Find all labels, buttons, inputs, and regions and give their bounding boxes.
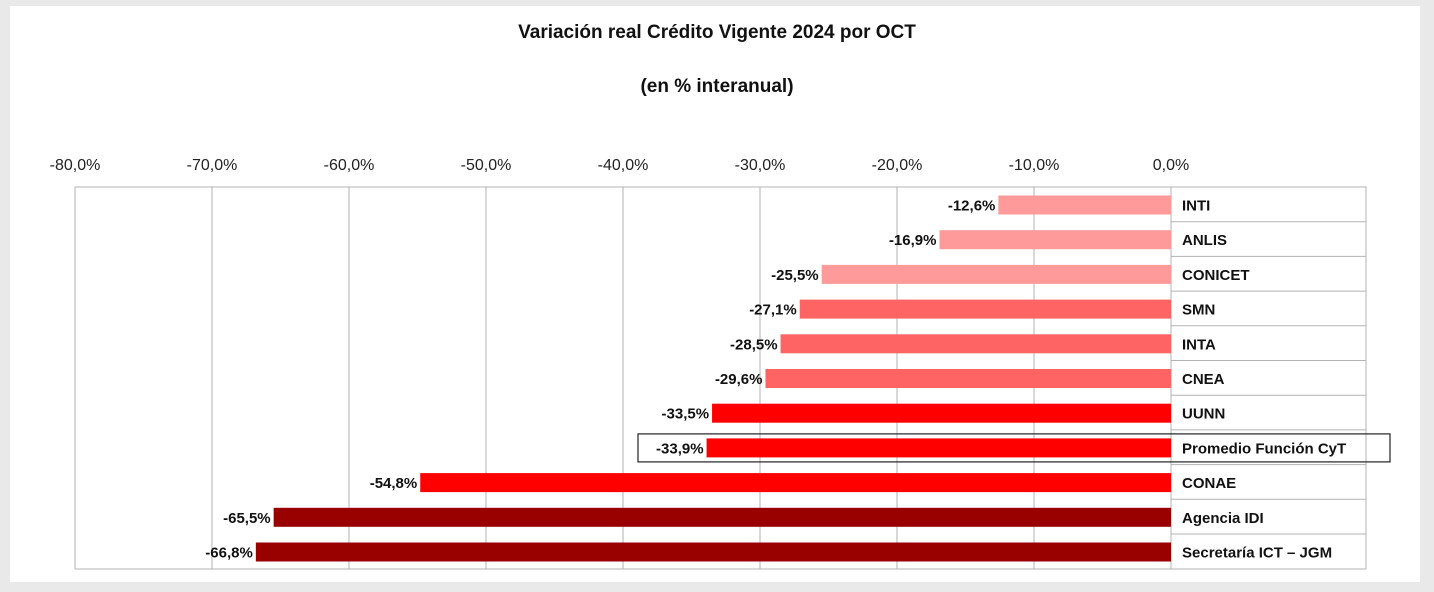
bar <box>998 195 1171 215</box>
bar <box>273 507 1171 527</box>
bars: -12,6% INTI -16,9% ANLIS -25,5% CONICET -27,1%… <box>205 195 1391 562</box>
category-label: Secretaría ICT – JGM <box>1182 545 1332 562</box>
data-label: -27,1% <box>749 302 797 319</box>
bar <box>821 264 1171 284</box>
bar <box>939 230 1171 250</box>
bar <box>765 369 1171 388</box>
x-tick-label: 0,0% <box>1153 157 1189 174</box>
x-tick-label: -70,0% <box>187 157 238 174</box>
data-label: -33,9% <box>656 440 704 457</box>
data-label: -66,8% <box>205 545 253 562</box>
category-label: UUNN <box>1182 406 1225 423</box>
data-label: -65,5% <box>223 510 271 527</box>
gridlines <box>74 186 1367 570</box>
bar <box>255 542 1172 562</box>
bar <box>799 299 1171 319</box>
chart-subtitle: (en % interanual) <box>640 76 794 97</box>
category-label: CONAE <box>1182 475 1236 492</box>
bar <box>420 473 1171 493</box>
x-tick-label: -60,0% <box>324 157 375 174</box>
data-label: -29,6% <box>715 371 763 388</box>
category-label: Agencia IDI <box>1182 510 1264 527</box>
x-tick-label: -80,0% <box>50 157 101 174</box>
data-label: -54,8% <box>370 475 418 492</box>
category-label: SMN <box>1182 302 1215 319</box>
category-label: CNEA <box>1182 371 1225 388</box>
chart-title: Variación real Crédito Vigente 2024 por … <box>518 22 916 43</box>
bar <box>706 438 1171 458</box>
x-tick-label: -20,0% <box>872 157 923 174</box>
bar <box>712 403 1171 423</box>
data-label: -33,5% <box>662 406 710 423</box>
category-label: CONICET <box>1182 267 1250 284</box>
x-tick-label: -10,0% <box>1009 157 1060 174</box>
data-label: -12,6% <box>948 198 996 215</box>
x-tick-label: -40,0% <box>598 157 649 174</box>
category-label: INTI <box>1182 198 1210 215</box>
x-axis-ticks: -80,0% -70,0% -60,0% -50,0% -40,0% -30,0% -20,… <box>50 157 1190 174</box>
x-tick-label: -50,0% <box>461 157 512 174</box>
data-label: -16,9% <box>889 232 937 249</box>
data-label: -28,5% <box>730 336 778 353</box>
bar <box>780 334 1171 354</box>
category-label: ANLIS <box>1182 232 1227 249</box>
category-label: INTA <box>1182 336 1216 353</box>
data-label: -25,5% <box>771 267 819 284</box>
highlight-box <box>637 433 1391 463</box>
category-label: Promedio Función CyT <box>1182 440 1346 457</box>
x-tick-label: -30,0% <box>735 157 786 174</box>
